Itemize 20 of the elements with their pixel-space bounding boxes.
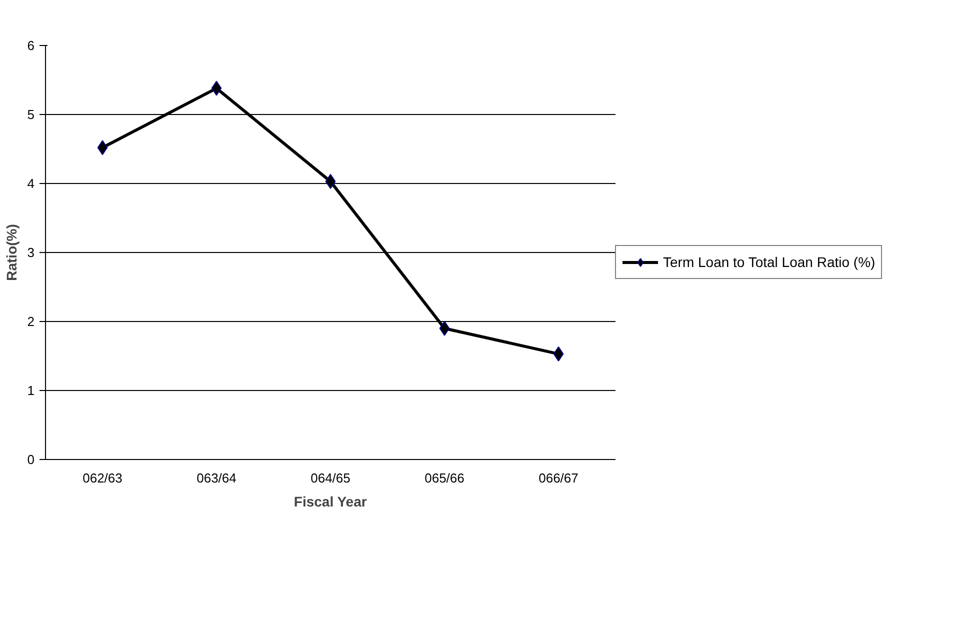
x-tick-label: 064/65 — [310, 470, 350, 486]
point — [439, 320, 450, 336]
point — [553, 346, 564, 362]
x-tick-label: 065/66 — [424, 470, 464, 486]
y-tick-label: 2 — [27, 314, 35, 329]
y-tick-label: 4 — [27, 176, 35, 191]
y-tick-label: 6 — [27, 38, 35, 53]
x-tick-label: 063/64 — [196, 470, 236, 486]
x-tick-label: 066/67 — [538, 470, 578, 486]
point — [97, 140, 108, 156]
y-tick-label: 5 — [27, 107, 35, 122]
y-tick-label: 0 — [27, 452, 35, 467]
x-axis-title: Fiscal Year — [294, 494, 368, 510]
point — [325, 174, 336, 189]
y-tick-label: 1 — [27, 383, 35, 398]
x-tick-label: 062/63 — [82, 470, 122, 486]
y-axis-title: Ratio(%) — [3, 224, 20, 281]
legend-label: Term Loan to Total Loan Ratio (%) — [663, 254, 876, 270]
point — [211, 80, 222, 96]
y-tick-label: 3 — [27, 245, 35, 260]
